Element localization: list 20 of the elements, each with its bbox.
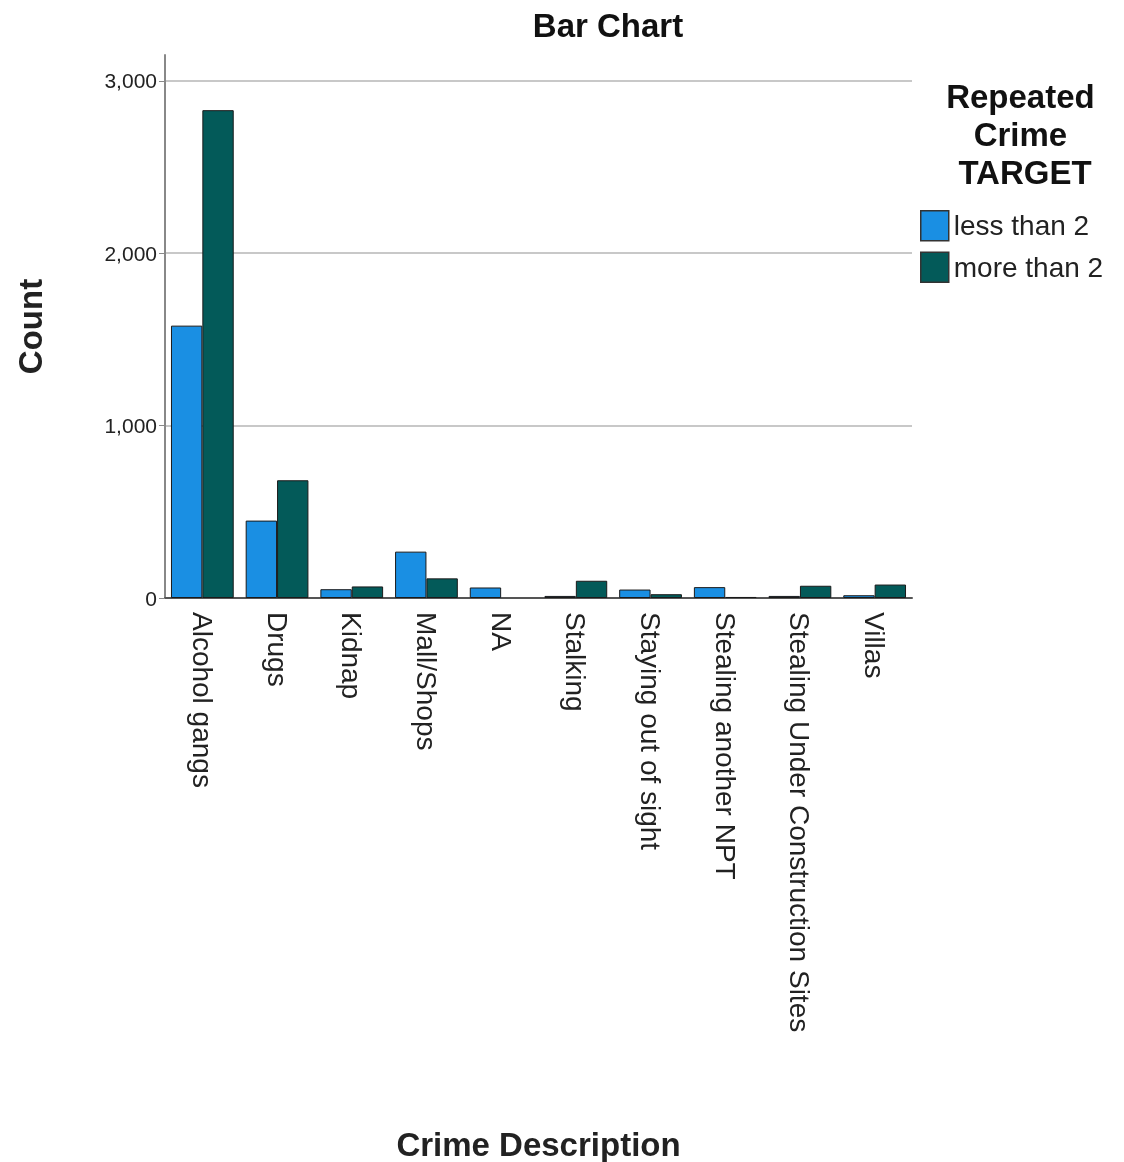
y-tick-label: 1,000 [104, 414, 157, 438]
legend-label: more than 2 [953, 251, 1104, 283]
bar [469, 587, 502, 598]
x-tick-label: Kidnap [336, 612, 368, 700]
x-tick-label: Villas [859, 612, 891, 679]
x-tick-label: Mall/Shops [410, 612, 442, 751]
x-tick-label: Stealing Under Construction Sites [784, 612, 816, 1033]
x-tick-label: Drugs [261, 612, 293, 687]
y-tick-label: 0 [145, 586, 157, 610]
legend-title: Repeated Crime TARGET [946, 77, 1104, 191]
legend-label: less than 2 [953, 210, 1090, 242]
x-tick-label: Alcohol gangs [186, 612, 218, 788]
y-tick-label: 3,000 [104, 69, 157, 93]
x-tick-label: Staying out of sight [635, 612, 667, 851]
chart-title: Bar Chart [532, 7, 684, 44]
x-tick-label: Stealing another NPT [709, 612, 741, 880]
y-axis-title: Count [12, 278, 49, 375]
x-tick-label: Stalking [560, 612, 592, 712]
y-tick-label: 2,000 [104, 241, 157, 265]
x-tick-label: NA [485, 612, 517, 652]
